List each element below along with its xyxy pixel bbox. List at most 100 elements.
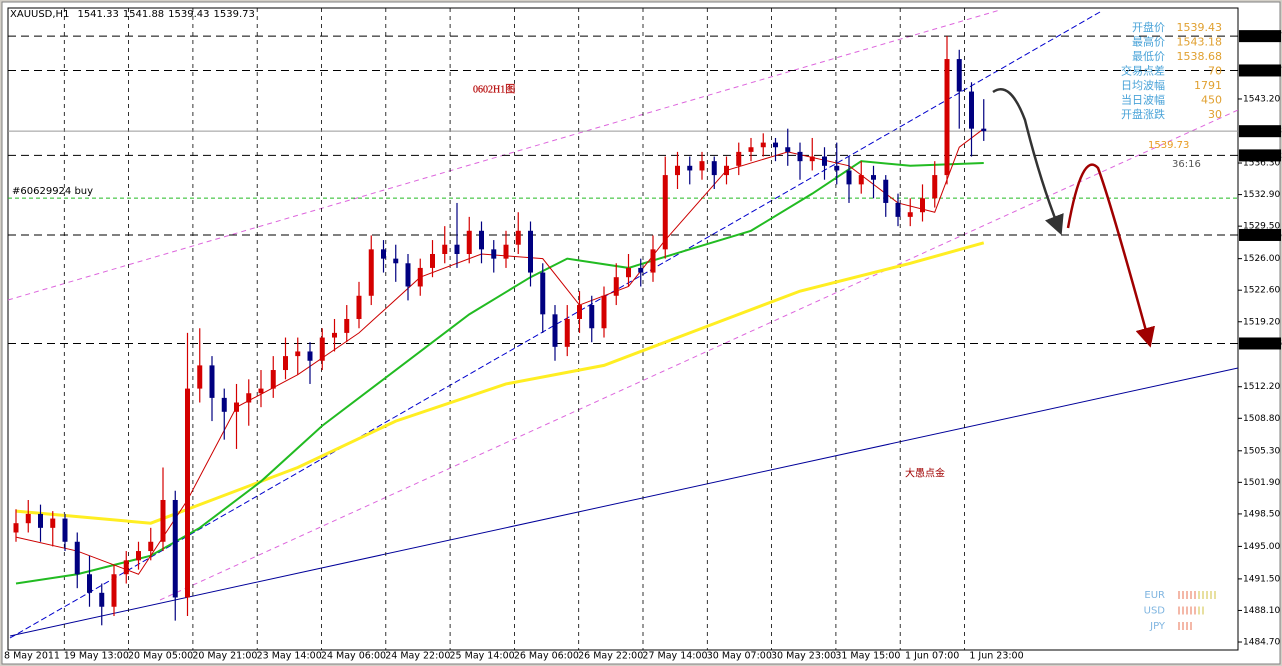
candle-body (650, 249, 656, 273)
level-label: 1516.86 (1241, 339, 1282, 349)
candle-body (564, 318, 570, 347)
y-tick-label: 1508.80 (1243, 414, 1280, 424)
candle-body (25, 513, 31, 524)
header-open: 1541.33 (77, 9, 118, 20)
candle-body (601, 295, 607, 329)
candle-body (283, 356, 288, 371)
candle-body (846, 170, 852, 185)
candle-body (136, 551, 141, 561)
candle-body (381, 249, 386, 259)
x-tick-label: 26 May 06:00 (514, 651, 579, 662)
y-tick-label: 1491.50 (1243, 574, 1280, 584)
candle-body (221, 397, 227, 412)
strength-bar (1202, 591, 1204, 599)
strength-bar (1210, 591, 1212, 599)
plot: #60629924 buy (8, 8, 1238, 650)
candle-body (748, 147, 754, 152)
info-label: 日均波幅 (1121, 79, 1165, 92)
current-price: 1539.73 (1148, 140, 1189, 151)
candle-body (626, 267, 631, 278)
candle-body (148, 541, 154, 552)
strength-bar (1214, 591, 1216, 599)
currency-label: EUR (1144, 590, 1165, 601)
candle-body (858, 175, 864, 185)
info-label: 开盘涨跌 (1121, 107, 1165, 121)
order-label: #60629924 buy (12, 186, 93, 197)
header-low: 1539.43 (168, 9, 209, 20)
x-tick-label: 1 Jun 23:00 (969, 651, 1023, 662)
info-label: 最高价 (1132, 35, 1165, 49)
y-tick-label: 1484.70 (1243, 638, 1280, 648)
candle-body (466, 230, 472, 254)
strength-bar (1194, 606, 1196, 615)
candle-body (491, 249, 497, 259)
y-tick-label: 1532.90 (1243, 190, 1280, 200)
arrow (1066, 163, 1155, 348)
candle-body (62, 518, 68, 542)
x-tick-label: 26 May 22:00 (578, 651, 643, 662)
info-label: 开盘价 (1132, 20, 1165, 34)
level-box (1239, 125, 1281, 138)
strength-bar (1186, 622, 1188, 630)
strength-bar (1182, 606, 1184, 615)
candle-body (13, 523, 19, 533)
info-value: 1539.43 (1177, 21, 1223, 34)
candle-body (797, 151, 803, 162)
strength-bar (1178, 606, 1180, 615)
candle-body (895, 202, 901, 217)
countdown: 36:16 (1172, 159, 1201, 170)
x-tick-label: 19 May 13:00 (64, 651, 129, 662)
candle-body (969, 91, 974, 129)
y-tick-label: 1529.50 (1243, 222, 1280, 232)
candle-body (160, 499, 166, 542)
candle-body (613, 277, 619, 296)
chart-title: 0602H1图 (473, 83, 515, 95)
candle-body (920, 198, 925, 213)
strength-bar (1194, 591, 1196, 599)
candle-body (687, 165, 693, 171)
y-tick-label: 1501.90 (1243, 478, 1280, 488)
info-value: 450 (1201, 94, 1222, 107)
candle-body (258, 388, 264, 394)
y-tick-label: 1488.10 (1243, 606, 1280, 616)
level-label: 1549.97 (1241, 32, 1282, 42)
candle-body (479, 230, 484, 250)
candle-body (442, 244, 448, 254)
candle-body (111, 574, 117, 607)
y-tick-label: 1512.20 (1243, 382, 1280, 392)
candle-body (981, 128, 987, 132)
candle-body (773, 142, 778, 148)
candle-body (944, 59, 950, 176)
candle-body (74, 541, 80, 575)
level-label: 1537.12 (1241, 151, 1282, 161)
candle-body (99, 592, 105, 607)
y-tick-label: 1543.20 (1243, 94, 1280, 104)
candle-body (834, 165, 840, 171)
candle-body (515, 230, 521, 245)
candle-body (724, 165, 729, 176)
strength-bar (1206, 591, 1208, 599)
info-label: 交易点差 (1121, 64, 1165, 78)
candle-body (197, 365, 203, 389)
candle-body (368, 249, 374, 296)
header: XAUUSD,H1 1541.33 1541.88 1539.43 1539.73 (10, 9, 255, 20)
info-label: 最低价 (1132, 50, 1165, 63)
candle-body (332, 332, 337, 338)
x-tick-label: 31 May 15:00 (835, 651, 900, 662)
candle-body (907, 212, 913, 217)
level-label: 1528.55 (1241, 230, 1282, 240)
candle-body (123, 560, 129, 575)
y-tick-label: 1519.20 (1243, 317, 1280, 327)
candle-body (809, 156, 815, 162)
arrows (992, 88, 1155, 348)
candle-body (785, 147, 791, 152)
candle-body (760, 142, 766, 148)
plot-area (7, 7, 1239, 651)
candle-body (577, 305, 582, 319)
x-tick-label: 23 May 14:00 (257, 651, 322, 662)
currency-label: JPY (1149, 621, 1166, 632)
candle-body (662, 175, 668, 250)
level-box (1239, 64, 1281, 77)
strength-bar (1182, 591, 1184, 599)
